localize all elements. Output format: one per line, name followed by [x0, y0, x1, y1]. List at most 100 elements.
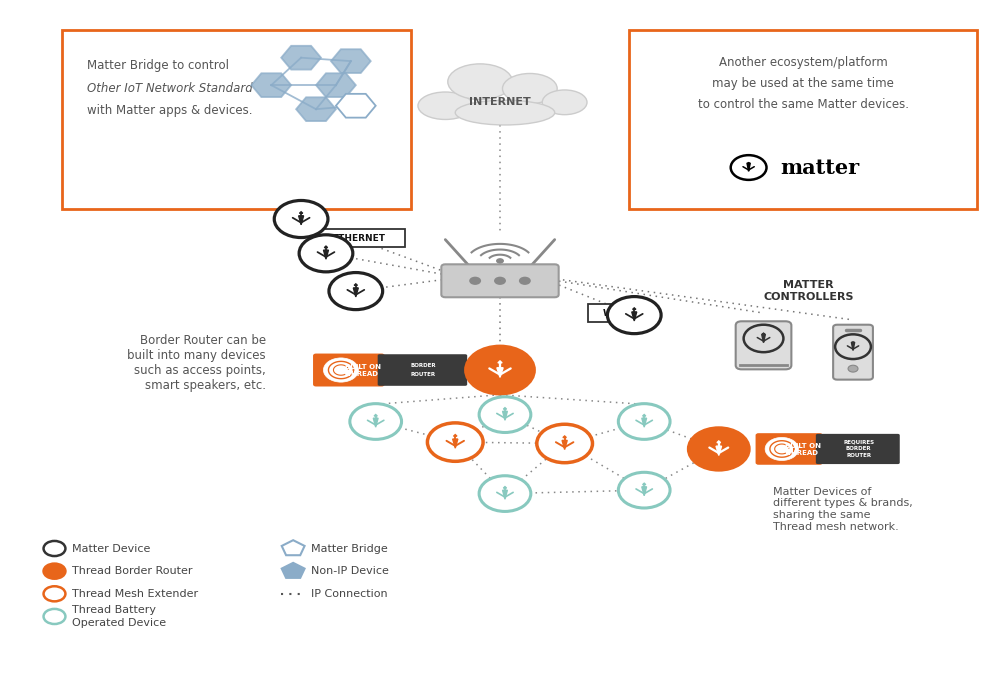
Circle shape: [496, 258, 504, 264]
Polygon shape: [717, 441, 721, 443]
Ellipse shape: [542, 90, 587, 115]
Polygon shape: [453, 439, 458, 448]
Text: to control the same Matter devices.: to control the same Matter devices.: [698, 98, 909, 111]
Polygon shape: [747, 163, 750, 172]
Polygon shape: [642, 486, 647, 495]
Circle shape: [618, 473, 670, 508]
FancyBboxPatch shape: [756, 433, 823, 465]
Text: INTERNET: INTERNET: [469, 98, 531, 107]
Circle shape: [329, 273, 383, 309]
FancyBboxPatch shape: [629, 30, 977, 209]
Text: IP Connection: IP Connection: [311, 589, 388, 599]
Polygon shape: [497, 367, 503, 377]
FancyBboxPatch shape: [62, 30, 411, 209]
Polygon shape: [643, 483, 646, 484]
Text: Thread Mesh Extender: Thread Mesh Extender: [72, 589, 199, 599]
Circle shape: [765, 437, 799, 460]
Circle shape: [427, 423, 483, 462]
Text: with Matter apps & devices.: with Matter apps & devices.: [87, 104, 253, 118]
Polygon shape: [562, 440, 567, 450]
Polygon shape: [563, 436, 566, 437]
Circle shape: [607, 297, 661, 334]
Circle shape: [479, 397, 531, 432]
Polygon shape: [299, 216, 304, 225]
Polygon shape: [503, 490, 507, 499]
Text: THREAD: THREAD: [787, 450, 819, 456]
Text: Another ecosystem/platform: Another ecosystem/platform: [719, 56, 888, 69]
Polygon shape: [633, 308, 636, 309]
Circle shape: [466, 347, 534, 393]
Text: Non-IP Device: Non-IP Device: [311, 566, 389, 576]
Circle shape: [618, 403, 670, 439]
Circle shape: [274, 201, 328, 237]
Polygon shape: [762, 333, 765, 334]
Polygon shape: [324, 246, 328, 248]
Circle shape: [323, 358, 359, 382]
Ellipse shape: [418, 92, 473, 120]
Polygon shape: [762, 334, 765, 343]
Text: THREAD: THREAD: [347, 372, 379, 377]
Circle shape: [479, 475, 531, 511]
Text: Matter Devices of
different types & brands,
sharing the same
Thread mesh network: Matter Devices of different types & bran…: [773, 486, 913, 531]
FancyBboxPatch shape: [313, 354, 385, 387]
Text: BORDER: BORDER: [846, 446, 872, 451]
Polygon shape: [353, 288, 358, 297]
Text: Matter Device: Matter Device: [72, 543, 151, 554]
Circle shape: [350, 403, 402, 439]
Polygon shape: [643, 415, 646, 416]
Text: ROUTER: ROUTER: [411, 372, 436, 377]
FancyBboxPatch shape: [833, 325, 873, 380]
Circle shape: [299, 235, 353, 272]
Ellipse shape: [448, 64, 512, 100]
Polygon shape: [642, 418, 647, 427]
Polygon shape: [632, 312, 637, 321]
Polygon shape: [373, 418, 378, 427]
FancyBboxPatch shape: [378, 354, 467, 386]
Text: MATTER
CONTROLLERS: MATTER CONTROLLERS: [763, 280, 854, 302]
Text: REQUIRES: REQUIRES: [843, 439, 874, 444]
Polygon shape: [851, 343, 855, 351]
Text: ROUTER: ROUTER: [846, 453, 871, 458]
Circle shape: [689, 428, 749, 470]
Text: WI-FI: WI-FI: [603, 309, 630, 318]
Text: may be used at the same time: may be used at the same time: [712, 77, 894, 90]
Polygon shape: [503, 411, 507, 420]
Ellipse shape: [455, 100, 555, 125]
Circle shape: [744, 325, 783, 352]
Circle shape: [537, 424, 592, 463]
Circle shape: [494, 277, 506, 285]
Ellipse shape: [502, 73, 557, 104]
Circle shape: [835, 334, 871, 359]
Polygon shape: [299, 212, 303, 213]
Text: BORDER: BORDER: [411, 363, 436, 368]
Circle shape: [848, 365, 858, 372]
Circle shape: [44, 586, 65, 601]
FancyBboxPatch shape: [736, 321, 791, 370]
Text: BUILT ON: BUILT ON: [345, 363, 381, 370]
Text: ETHERNET: ETHERNET: [332, 234, 385, 243]
Polygon shape: [374, 415, 377, 416]
Text: BUILT ON: BUILT ON: [785, 443, 821, 448]
Circle shape: [44, 541, 65, 556]
Text: matter: matter: [780, 158, 860, 178]
FancyBboxPatch shape: [816, 434, 900, 464]
Polygon shape: [852, 342, 854, 343]
Circle shape: [731, 155, 767, 180]
Circle shape: [44, 563, 65, 579]
FancyBboxPatch shape: [588, 304, 645, 322]
Text: Thread Border Router: Thread Border Router: [72, 566, 193, 576]
Polygon shape: [747, 163, 750, 164]
Text: Operated Device: Operated Device: [72, 619, 167, 628]
FancyBboxPatch shape: [313, 229, 405, 247]
Text: Matter Bridge: Matter Bridge: [311, 543, 388, 554]
Polygon shape: [503, 408, 507, 409]
Polygon shape: [503, 486, 507, 488]
FancyBboxPatch shape: [441, 264, 559, 298]
Circle shape: [44, 609, 65, 624]
Polygon shape: [354, 284, 357, 285]
Polygon shape: [453, 435, 457, 436]
Circle shape: [519, 277, 531, 285]
Circle shape: [469, 277, 481, 285]
Text: Border Router can be
built into many devices
such as access points,
smart speake: Border Router can be built into many dev…: [127, 334, 266, 392]
Polygon shape: [323, 250, 328, 260]
